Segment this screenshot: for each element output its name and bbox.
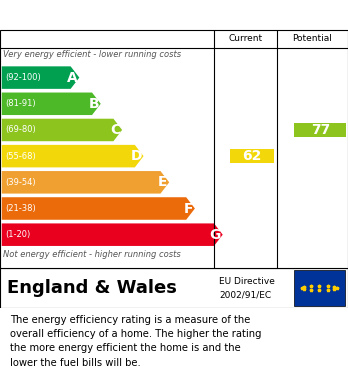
Polygon shape	[2, 171, 169, 194]
Text: E: E	[158, 175, 167, 189]
Polygon shape	[2, 197, 195, 220]
Text: Very energy efficient - lower running costs: Very energy efficient - lower running co…	[3, 50, 182, 59]
Bar	[294, 271, 345, 306]
Text: B: B	[88, 97, 99, 111]
Text: G: G	[209, 228, 221, 242]
Text: C: C	[110, 123, 120, 137]
Text: A: A	[67, 71, 78, 84]
Text: (21-38): (21-38)	[5, 204, 36, 213]
Text: The energy efficiency rating is a measure of the
overall efficiency of a home. T: The energy efficiency rating is a measur…	[10, 315, 262, 368]
Text: Current: Current	[228, 34, 262, 43]
Text: F: F	[184, 201, 193, 215]
Text: 2002/91/EC: 2002/91/EC	[219, 291, 271, 300]
Text: England & Wales: England & Wales	[7, 279, 177, 297]
Polygon shape	[2, 119, 122, 141]
Polygon shape	[2, 223, 223, 246]
Text: D: D	[130, 149, 142, 163]
Text: EU Directive: EU Directive	[219, 278, 275, 287]
Text: (1-20): (1-20)	[5, 230, 31, 239]
Text: Not energy efficient - higher running costs: Not energy efficient - higher running co…	[3, 250, 181, 259]
Text: (81-91): (81-91)	[5, 99, 36, 108]
Polygon shape	[2, 145, 143, 167]
Text: (39-54): (39-54)	[5, 178, 36, 187]
Text: Energy Efficiency Rating: Energy Efficiency Rating	[69, 7, 279, 23]
Polygon shape	[294, 123, 346, 137]
Text: (92-100): (92-100)	[5, 73, 41, 82]
Text: 62: 62	[242, 149, 261, 163]
Polygon shape	[2, 93, 101, 115]
Text: 77: 77	[311, 123, 330, 137]
Text: (69-80): (69-80)	[5, 126, 36, 135]
Text: Potential: Potential	[292, 34, 332, 43]
Polygon shape	[230, 149, 274, 163]
Polygon shape	[2, 66, 79, 89]
Text: (55-68): (55-68)	[5, 152, 36, 161]
